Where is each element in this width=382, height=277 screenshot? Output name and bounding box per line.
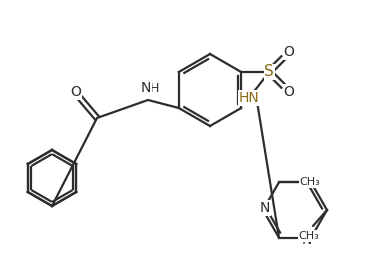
Text: CH₃: CH₃ <box>299 231 319 241</box>
Text: H: H <box>149 81 159 94</box>
Text: O: O <box>284 45 295 59</box>
Text: N: N <box>260 201 270 215</box>
Text: S: S <box>264 65 274 79</box>
Text: N: N <box>141 81 151 95</box>
Text: HN: HN <box>239 91 259 105</box>
Text: O: O <box>284 85 295 99</box>
Text: CH₃: CH₃ <box>299 177 320 187</box>
Text: O: O <box>71 85 81 99</box>
Text: N: N <box>302 233 312 247</box>
